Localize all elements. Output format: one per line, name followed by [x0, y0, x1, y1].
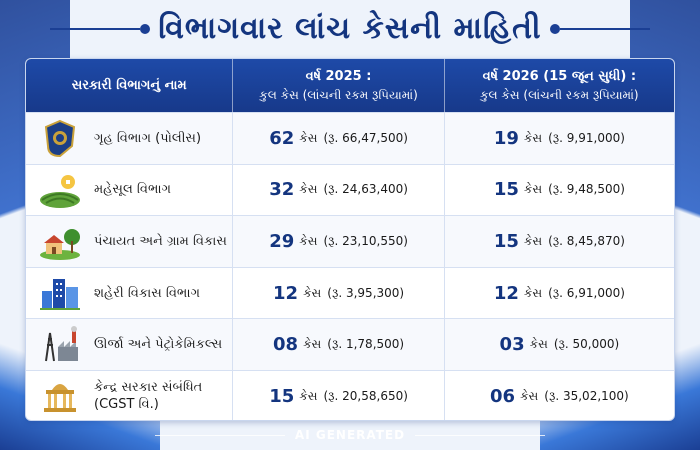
case-unit: કેસ — [299, 182, 318, 197]
table-header: સરકારી વિભાગનું નામ વર્ષ 2025 : કુલ કેસ … — [26, 59, 674, 112]
case-unit: કેસ — [299, 130, 318, 145]
case-count: 15 — [493, 230, 519, 252]
table-row: પંચાયત અને ગ્રામ વિકાસ 29 કેસ (રૂ. 23,10… — [26, 215, 674, 267]
case-unit: કેસ — [303, 285, 322, 300]
department-cell: મહેસૂલ વિભાગ — [26, 164, 234, 216]
case-unit: કેસ — [523, 182, 543, 197]
table-row: મહેસૂલ વિભાગ 32 કેસ (રૂ. 24,63,400) 15 ક… — [26, 163, 674, 216]
year-2025-cell: 32 કેસ (રૂ. 24,63,400) — [233, 164, 445, 216]
bribery-cases-table: સરકારી વિભાગનું નામ વર્ષ 2025 : કુલ કેસ … — [25, 58, 675, 421]
case-count: 08 — [273, 334, 299, 356]
department-name-note: (CGST વિ.) — [94, 397, 159, 413]
department-cell: કેન્દ્ર સરકાર સંબંધિત (CGST વિ.) — [26, 370, 234, 420]
bribe-amount: (રૂ. 20,58,650) — [323, 388, 408, 403]
department-name: ઊર્જા અને પેટ્રોકેમિકલ્સ — [94, 337, 223, 353]
header-year-2026-title: વર્ષ 2026 (15 જૂન સુધી) : — [482, 68, 637, 84]
year-2025-cell: 12 કેસ (રૂ. 3,95,300) — [233, 267, 445, 319]
case-count: 32 — [269, 179, 295, 201]
case-count: 29 — [269, 230, 295, 252]
year-2025-cell: 08 કેસ (રૂ. 1,78,500) — [233, 319, 445, 370]
header-year-2025-subtitle: કુલ કેસ (લાંચની રકમ રૂપિયામાં) — [259, 87, 418, 102]
year-2026-cell: 03 કેસ (રૂ. 50,000) — [445, 319, 674, 370]
title-divider-right — [560, 28, 650, 30]
title-bar: વિભાગવાર લાંચ કેસની માહિતી — [0, 0, 700, 56]
department-name: શહેરી વિકાસ વિભાગ — [94, 285, 201, 301]
table-row: ગૃહ વિભાગ (પોલીસ) 62 કેસ (રૂ. 66,47,500)… — [26, 112, 674, 164]
year-2026-cell: 06 કેસ (રૂ. 35,02,100) — [445, 371, 674, 420]
header-department-label: સરકારી વિભાગનું નામ — [71, 77, 187, 93]
city-buildings-icon — [40, 279, 80, 311]
bribe-amount: (રૂ. 9,91,000) — [548, 130, 625, 145]
case-unit: કેસ — [299, 233, 318, 248]
department-name: કેન્દ્ર સરકાર સંબંધિત — [94, 380, 203, 396]
table-row: કેન્દ્ર સરકાર સંબંધિત (CGST વિ.) 15 કેસ … — [26, 369, 674, 420]
bribe-amount: (રૂ. 66,47,500) — [323, 130, 408, 145]
department-name: મહેસૂલ વિભાગ — [94, 182, 172, 198]
case-count: 62 — [269, 127, 295, 149]
bribe-amount: (રૂ. 3,95,300) — [327, 285, 405, 300]
bribe-amount: (રૂ. 35,02,100) — [544, 388, 629, 403]
department-cell: ગૃહ વિભાગ (પોલીસ) — [26, 113, 234, 164]
title-divider-left — [50, 28, 140, 30]
bribe-amount: (રૂ. 6,91,000) — [548, 285, 625, 300]
bribe-amount: (રૂ. 1,78,500) — [327, 337, 405, 352]
case-count: 15 — [269, 385, 295, 407]
farm-field-icon — [40, 174, 80, 208]
case-unit: કેસ — [303, 337, 322, 352]
department-name: ગૃહ વિભાગ (પોલીસ) — [94, 130, 202, 146]
village-house-icon — [40, 229, 80, 261]
footer-divider-right — [415, 434, 546, 436]
case-unit: કેસ — [520, 388, 539, 403]
department-cell: ઊર્જા અને પેટ્રોકેમિકલ્સ — [26, 319, 234, 370]
bribe-amount: (રૂ. 9,48,500) — [548, 182, 625, 197]
table-body: ગૃહ વિભાગ (પોલીસ) 62 કેસ (રૂ. 66,47,500)… — [26, 112, 674, 420]
header-year-2025-title: વર્ષ 2025 : — [305, 68, 372, 84]
case-unit: કેસ — [299, 388, 318, 403]
year-2026-cell: 12 કેસ (રૂ. 6,91,000) — [445, 268, 674, 319]
bribe-amount: (રૂ. 23,10,550) — [323, 233, 408, 248]
year-2026-cell: 19 કેસ (રૂ. 9,91,000) — [445, 113, 674, 164]
title-dot-left — [140, 24, 150, 34]
header-year-2025: વર્ષ 2025 : કુલ કેસ (લાંચની રકમ રૂપિયામા… — [233, 59, 445, 112]
year-2025-cell: 62 કેસ (રૂ. 66,47,500) — [233, 113, 445, 164]
department-name: પંચાયત અને ગ્રામ વિકાસ — [94, 233, 227, 249]
case-count: 12 — [493, 282, 519, 304]
police-badge-icon — [44, 120, 76, 158]
case-unit: કેસ — [523, 233, 543, 248]
case-count: 19 — [493, 127, 519, 149]
case-unit: કેસ — [523, 285, 543, 300]
footer-divider-left — [154, 434, 285, 436]
department-cell: પંચાયત અને ગ્રામ વિકાસ — [26, 216, 234, 267]
year-2025-cell: 29 કેસ (રૂ. 23,10,550) — [233, 216, 445, 267]
bribe-amount: (રૂ. 8,45,870) — [548, 233, 625, 248]
case-unit: કેસ — [529, 337, 548, 352]
year-2025-cell: 15 કેસ (રૂ. 20,58,650) — [233, 370, 445, 420]
ai-generated-label: AI GENERATED — [294, 428, 406, 442]
year-2026-cell: 15 કેસ (રૂ. 9,48,500) — [445, 165, 674, 216]
title-dot-right — [550, 24, 560, 34]
power-factory-icon — [45, 325, 78, 361]
case-count: 12 — [273, 282, 299, 304]
table-row: શહેરી વિકાસ વિભાગ 12 કેસ (રૂ. 3,95,300) … — [26, 266, 674, 319]
case-count: 06 — [490, 385, 516, 407]
department-cell: શહેરી વિકાસ વિભાગ — [26, 267, 234, 319]
header-year-2026-subtitle: કુલ કેસ (લાંચની રકમ રૂપિયામાં) — [480, 87, 639, 102]
footer: AI GENERATED — [0, 424, 700, 446]
year-2026-cell: 15 કેસ (રૂ. 8,45,870) — [445, 216, 674, 267]
header-year-2026: વર્ષ 2026 (15 જૂન સુધી) : કુલ કેસ (લાંચન… — [445, 59, 674, 112]
government-building-icon — [44, 384, 76, 413]
bribe-amount: (રૂ. 24,63,400) — [323, 182, 408, 197]
case-count: 03 — [499, 334, 525, 356]
case-count: 15 — [493, 179, 519, 201]
table-row: ઊર્જા અને પેટ્રોકેમિકલ્સ 08 કેસ (રૂ. 1,7… — [26, 318, 674, 370]
page-title: વિભાગવાર લાંચ કેસની માહિતી — [158, 10, 542, 46]
header-department: સરકારી વિભાગનું નામ — [26, 59, 234, 112]
case-unit: કેસ — [523, 130, 543, 145]
bribe-amount: (રૂ. 50,000) — [553, 337, 620, 352]
